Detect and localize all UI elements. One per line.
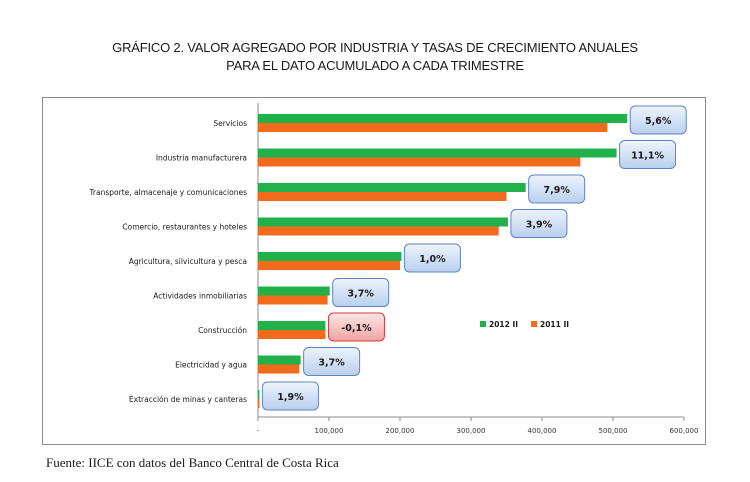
x-tick-label: 300,000 [457, 427, 486, 435]
category-label-comercio-restaurantes-y-hoteles: Comercio, restaurantes y hoteles [122, 223, 247, 232]
growth-rate-label-comercio-restaurantes-y-hoteles: 3,9% [526, 220, 553, 231]
bar-2012-ii-comercio-restaurantes-y-hoteles [258, 217, 508, 227]
bar-2011-ii-transporte-almacenaje-y-comunicaciones [258, 192, 507, 201]
bar-2012-ii-servicios [258, 114, 628, 123]
growth-rate-badge-comercio-restaurantes-y-hoteles [510, 209, 568, 238]
x-tick-label: 400,000 [528, 427, 557, 435]
bar-2011-ii-extraccion-de-minas-y-canteras [258, 399, 260, 408]
growth-rate-label-actividades-inmobiliarias: 3,7% [348, 289, 375, 300]
bar-2012-ii-actividades-inmobiliarias [258, 286, 330, 296]
growth-rate-badge-construccion [327, 312, 385, 342]
category-label-agricultura-silvicultura-y-pesca: Agricultura, silvicultura y pesca [129, 257, 247, 266]
category-label-electricidad-y-agua: Electricidad y agua [175, 361, 247, 370]
growth-rate-badge-electricidad-y-agua [303, 347, 361, 376]
bar-2012-ii-construccion [258, 321, 326, 330]
category-label-industria-manufacturera: Industria manufacturera [156, 154, 247, 163]
source-note: Fuente: IICE con datos del Banco Central… [46, 455, 339, 470]
category-label-extraccion-de-minas-y-canteras: Extracción de minas y canteras [129, 395, 247, 404]
bar-2012-ii-transporte-almacenaje-y-comunicaciones [258, 183, 526, 192]
growth-rate-label-servicios: 5,6% [645, 116, 672, 127]
growth-rate-label-transporte-almacenaje-y-comunicaciones: 7,9% [543, 185, 570, 196]
bar-2011-ii-agricultura-silvicultura-y-pesca [258, 261, 400, 270]
growth-rate-label-electricidad-y-agua: 3,7% [318, 358, 345, 369]
bar-2011-ii-actividades-inmobiliarias [258, 295, 328, 305]
bar-2012-ii-extraccion-de-minas-y-canteras [258, 390, 260, 399]
chart-title: GRÁFICO 2. VALOR AGREGADO POR INDUSTRIA … [112, 40, 638, 55]
bar-2011-ii-electricidad-y-agua [258, 364, 300, 374]
growth-rate-badge-agricultura-silvicultura-y-pesca [403, 243, 461, 273]
bar-2012-ii-electricidad-y-agua [258, 355, 301, 365]
growth-rate-label-extraccion-de-minas-y-canteras: 1,9% [277, 392, 304, 403]
x-tick-label: 500,000 [599, 427, 628, 435]
bar-2011-ii-industria-manufacturera [258, 157, 581, 167]
category-label-actividades-inmobiliarias: Actividades inmobiliarias [153, 292, 247, 301]
legend-label-2012-ii: 2012 II [489, 320, 518, 329]
legend-label-2011-ii: 2011 II [540, 320, 569, 329]
legend-swatch-2012-ii [480, 321, 486, 327]
growth-rate-label-construccion: -0,1% [341, 323, 372, 334]
growth-rate-badge-actividades-inmobiliarias [332, 278, 390, 307]
category-label-servicios: Servicios [213, 119, 247, 128]
growth-rate-badge-servicios [629, 105, 687, 135]
x-tick-label: 100,000 [315, 427, 344, 435]
category-label-transporte-almacenaje-y-comunicaciones: Transporte, almacenaje y comunicaciones [88, 188, 247, 197]
x-tick-label: - [257, 427, 260, 435]
bar-2011-ii-construccion [258, 330, 326, 339]
chart-subtitle: PARA EL DATO ACUMULADO A CADA TRIMESTRE [226, 58, 524, 73]
growth-rate-label-industria-manufacturera: 11,1% [631, 151, 664, 162]
x-tick-label: 600,000 [670, 427, 699, 435]
growth-rate-badge-industria-manufacturera [619, 140, 677, 169]
bar-2011-ii-servicios [258, 123, 608, 132]
x-tick-label: 200,000 [386, 427, 415, 435]
bar-2011-ii-comercio-restaurantes-y-hoteles [258, 226, 499, 236]
growth-rate-badge-transporte-almacenaje-y-comunicaciones [528, 174, 586, 204]
growth-rate-label-agricultura-silvicultura-y-pesca: 1,0% [419, 254, 446, 265]
legend-swatch-2011-ii [531, 321, 537, 327]
bar-2012-ii-industria-manufacturera [258, 148, 617, 158]
category-label-construccion: Construcción [198, 326, 247, 335]
growth-rate-badge-extraccion-de-minas-y-canteras [261, 381, 319, 411]
bar-2012-ii-agricultura-silvicultura-y-pesca [258, 252, 402, 261]
